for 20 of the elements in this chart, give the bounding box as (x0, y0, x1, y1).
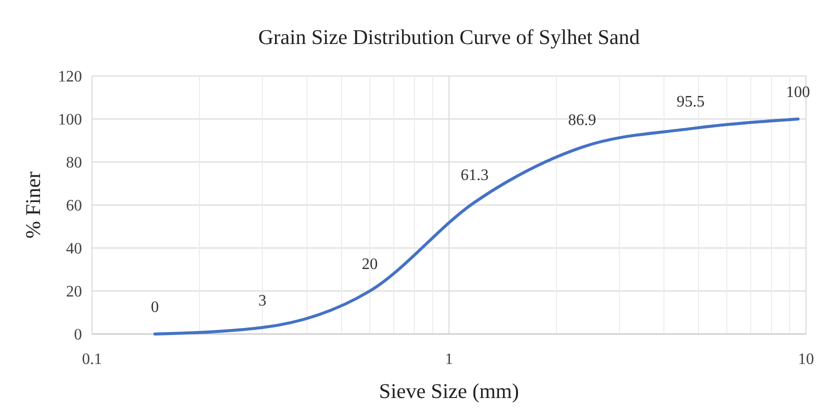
y-tick-label: 120 (58, 68, 82, 86)
y-tick-label: 0 (74, 326, 82, 344)
y-tick-label: 100 (58, 112, 82, 129)
y-tick-label: 40 (66, 240, 82, 258)
x-tick-label: 10 (798, 351, 814, 368)
data-label: 95.5 (676, 94, 705, 111)
y-axis-title: % Finer (21, 171, 45, 239)
x-axis-title: Sieve Size (mm) (379, 379, 519, 403)
data-label: 86.9 (568, 112, 596, 130)
x-tick-label: 1 (445, 351, 453, 368)
chart-title: Grain Size Distribution Curve of Sylhet Sand (258, 25, 640, 49)
data-label: 61.3 (460, 167, 489, 184)
y-tick-label: 60 (66, 198, 82, 215)
data-label: 0 (150, 299, 159, 316)
data-label: 100 (786, 84, 810, 101)
data-label: 20 (362, 256, 378, 273)
y-tick-label: 80 (66, 154, 82, 172)
y-tick-label: 20 (66, 284, 82, 301)
x-tick-label: 0.1 (82, 351, 102, 368)
data-label: 3 (258, 292, 266, 310)
